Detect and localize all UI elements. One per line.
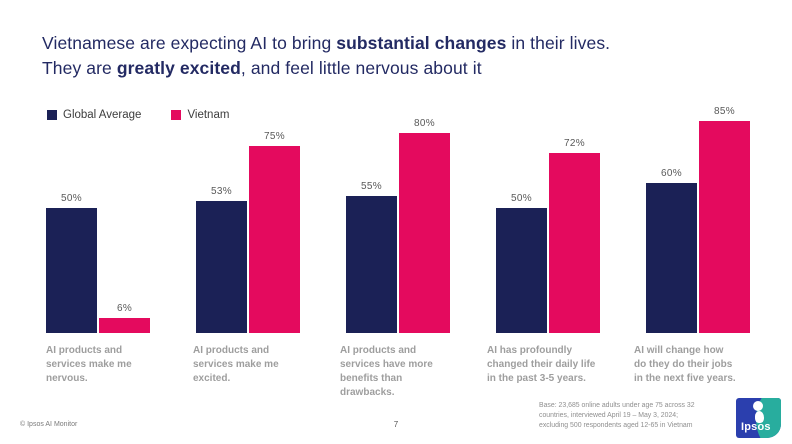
bar-group: 60% 85% (646, 105, 750, 333)
bar-group: 50% 72% (496, 138, 600, 333)
bar-rect (196, 200, 247, 333)
chart-legend: Global Average Vietnam (47, 109, 229, 121)
bar-vietnam: 75% (249, 130, 300, 333)
base-note: Base: 23,685 online adults under age 75 … (539, 401, 699, 430)
category-labels: AI products and services make me nervous… (46, 344, 750, 400)
bar-global-average: 55% (346, 180, 397, 333)
bar-vietnam: 6% (99, 303, 150, 333)
bar-global-average: 60% (646, 168, 697, 333)
bar-rect (699, 120, 750, 333)
category-label: AI has profoundly changed their daily li… (487, 345, 596, 384)
bar-value-label: 50% (61, 193, 82, 204)
legend-label-global-average: Global Average (63, 109, 142, 121)
copyright-text: © Ipsos AI Monitor (20, 421, 78, 428)
bar-vietnam: 80% (399, 118, 450, 333)
bar-value-label: 6% (116, 303, 133, 314)
bar-value-label: 50% (511, 193, 532, 204)
bar-group: 50% 6% (46, 193, 150, 333)
category-label: AI will change how do they do their jobs… (634, 345, 736, 384)
bar-group: 55% 80% (346, 118, 450, 333)
bar-global-average: 50% (46, 193, 97, 333)
legend-item-vietnam: Vietnam (171, 109, 229, 121)
category-label: AI products and services have more benef… (340, 345, 433, 398)
bar-rect (399, 133, 450, 333)
bar-value-label: 60% (661, 168, 682, 179)
ipsos-logo: Ipsos (736, 398, 781, 438)
bar-group: 53% 75% (196, 130, 300, 333)
title-text: , and feel little nervous about it (240, 57, 482, 78)
category-label: AI products and services make me nervous… (46, 345, 132, 384)
bar-rect (549, 153, 600, 333)
page-number: 7 (393, 420, 399, 429)
legend-item-global-average: Global Average (47, 109, 141, 121)
bar-value-label: 75% (264, 130, 285, 142)
base-note-line: Base: 23,685 online adults under age 75 … (539, 402, 695, 409)
bar-vietnam: 72% (549, 138, 600, 333)
bar-rect (646, 183, 697, 333)
bar-global-average: 50% (496, 193, 547, 333)
legend-label-vietnam: Vietnam (187, 109, 230, 121)
bar-rect (99, 318, 150, 333)
title-text: Vietnamese are expecting AI to bring (42, 33, 337, 53)
bar-rect (496, 208, 547, 333)
bar-value-label: 80% (414, 118, 435, 129)
bar-value-label: 53% (211, 185, 232, 197)
page-title: Vietnamese are expecting AI to bring sub… (42, 31, 617, 81)
bar-rect (249, 145, 300, 333)
title-text: in their lives. They are (42, 33, 611, 78)
title-bold-substantial-changes: substantial changes (336, 33, 507, 53)
base-note-line: excluding 500 respondents aged 12-65 in … (539, 421, 693, 429)
bar-chart: 50% 6% 53% 75% 55% 80% 50% 72% 60% 85% (46, 83, 750, 333)
logo-face-icon (753, 401, 764, 423)
base-note-line: countries, interviewed April 19 – May 3,… (539, 411, 679, 419)
title-bold-greatly-excited: greatly excited (116, 57, 241, 78)
bar-value-label: 55% (361, 180, 382, 192)
bar-value-label: 85% (714, 105, 735, 117)
category-label: AI products and services make me excited… (193, 345, 279, 384)
legend-swatch-global-average (47, 110, 57, 120)
bar-vietnam: 85% (699, 105, 750, 333)
bar-rect (46, 208, 97, 333)
legend-swatch-vietnam (171, 110, 182, 120)
bar-rect (346, 195, 397, 333)
bar-global-average: 53% (196, 185, 247, 333)
bar-value-label: 72% (564, 138, 585, 149)
logo-wordmark: Ipsos (741, 421, 771, 433)
